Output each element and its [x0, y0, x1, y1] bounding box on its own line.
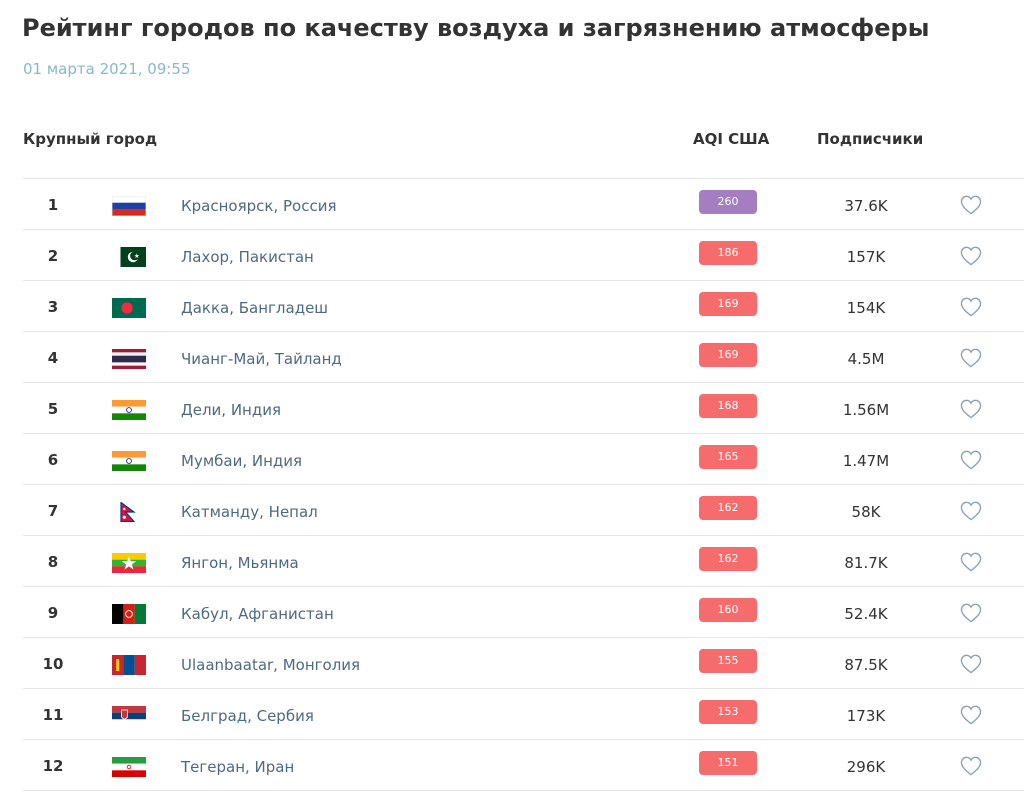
- page-date: 01 марта 2021, 09:55: [23, 60, 191, 78]
- heart-outline-icon[interactable]: [960, 348, 982, 368]
- subscriber-count: 154K: [846, 299, 886, 317]
- subscriber-count: 58K: [851, 503, 881, 521]
- subscriber-count: 1.56M: [842, 401, 890, 419]
- ranking-table: 1 Красноярск, Россия 260 37.6K 2 Лахор, …: [23, 178, 1024, 791]
- aqi-badge: 162: [699, 547, 757, 571]
- city-link[interactable]: Мумбаи, Индия: [181, 452, 303, 470]
- rank-number: 5: [47, 400, 59, 418]
- thailand-flag-icon: [112, 349, 146, 369]
- nepal-flag-icon: [112, 502, 146, 522]
- bangladesh-flag-icon: [112, 298, 146, 318]
- table-row: 12 Тегеран, Иран 151 296K: [23, 740, 1024, 791]
- city-link[interactable]: Чианг-Май, Тайланд: [181, 350, 342, 368]
- table-row: 3 Дакка, Бангладеш 169 154K: [23, 281, 1024, 332]
- table-row: 2 Лахор, Пакистан 186 157K: [23, 230, 1024, 281]
- table-row: 4 Чианг-Май, Тайланд 169 4.5M: [23, 332, 1024, 383]
- heart-outline-icon[interactable]: [960, 450, 982, 470]
- aqi-badge: 165: [699, 445, 757, 469]
- rank-number: 1: [47, 196, 59, 214]
- city-link[interactable]: Белград, Сербия: [181, 707, 314, 725]
- heart-outline-icon[interactable]: [960, 654, 982, 674]
- rank-number: 12: [42, 757, 64, 775]
- city-link[interactable]: Янгон, Мьянма: [181, 554, 299, 572]
- aqi-badge: 153: [699, 700, 757, 724]
- subscriber-count: 37.6K: [844, 197, 888, 215]
- column-header-subscribers: Подписчики: [817, 130, 924, 148]
- table-row: 9 Кабул, Афганистан 160 52.4K: [23, 587, 1024, 638]
- mongolia-flag-icon: [112, 655, 146, 675]
- aqi-badge: 151: [699, 751, 757, 775]
- afghanistan-flag-icon: [112, 604, 146, 624]
- rank-number: 4: [47, 349, 59, 367]
- subscriber-count: 87.5K: [844, 656, 888, 674]
- rank-number: 11: [42, 706, 64, 724]
- table-row: 1 Красноярск, Россия 260 37.6K: [23, 179, 1024, 230]
- rank-number: 6: [47, 451, 59, 469]
- subscriber-count: 52.4K: [844, 605, 888, 623]
- heart-outline-icon[interactable]: [960, 501, 982, 521]
- aqi-badge: 169: [699, 343, 757, 367]
- city-link[interactable]: Дели, Индия: [181, 401, 281, 419]
- aqi-badge: 168: [699, 394, 757, 418]
- city-link[interactable]: Кабул, Афганистан: [181, 605, 334, 623]
- aqi-badge: 162: [699, 496, 757, 520]
- table-row: 7 Катманду, Непал 162 58K: [23, 485, 1024, 536]
- heart-outline-icon[interactable]: [960, 603, 982, 623]
- aqi-badge: 155: [699, 649, 757, 673]
- page-title: Рейтинг городов по качеству воздуха и за…: [22, 14, 930, 42]
- city-link[interactable]: Ulaanbaatar, Монголия: [181, 656, 361, 674]
- city-link[interactable]: Дакка, Бангладеш: [181, 299, 329, 317]
- rank-number: 9: [47, 604, 59, 622]
- rank-number: 10: [42, 655, 64, 673]
- table-row: 11 Белград, Сербия 153 173K: [23, 689, 1024, 740]
- heart-outline-icon[interactable]: [960, 297, 982, 317]
- aqi-badge: 160: [699, 598, 757, 622]
- table-row: 5 Дели, Индия 168 1.56M: [23, 383, 1024, 434]
- table-row: 8 Янгон, Мьянма 162 81.7K: [23, 536, 1024, 587]
- city-link[interactable]: Катманду, Непал: [181, 503, 318, 521]
- column-header-city: Крупный город: [23, 130, 158, 148]
- serbia-flag-icon: [112, 706, 146, 726]
- rank-number: 8: [47, 553, 59, 571]
- india-flag-icon: [112, 400, 146, 420]
- aqi-badge: 169: [699, 292, 757, 316]
- table-row: 10 Ulaanbaatar, Монголия 155 87.5K: [23, 638, 1024, 689]
- heart-outline-icon[interactable]: [960, 756, 982, 776]
- india-flag-icon: [112, 451, 146, 471]
- iran-flag-icon: [112, 757, 146, 777]
- heart-outline-icon[interactable]: [960, 246, 982, 266]
- subscriber-count: 4.5M: [847, 350, 885, 368]
- heart-outline-icon[interactable]: [960, 399, 982, 419]
- subscriber-count: 1.47M: [842, 452, 890, 470]
- subscriber-count: 157K: [846, 248, 886, 266]
- rank-number: 2: [47, 247, 59, 265]
- heart-outline-icon[interactable]: [960, 552, 982, 572]
- russia-flag-icon: [112, 196, 146, 216]
- city-link[interactable]: Красноярск, Россия: [181, 197, 337, 215]
- pakistan-flag-icon: [112, 247, 146, 267]
- subscriber-count: 81.7K: [844, 554, 888, 572]
- column-header-aqi: AQI США: [693, 130, 770, 148]
- table-row: 6 Мумбаи, Индия 165 1.47M: [23, 434, 1024, 485]
- aqi-badge: 186: [699, 241, 757, 265]
- myanmar-flag-icon: [112, 553, 146, 573]
- subscriber-count: 173K: [846, 707, 886, 725]
- heart-outline-icon[interactable]: [960, 195, 982, 215]
- subscriber-count: 296K: [846, 758, 886, 776]
- city-link[interactable]: Тегеран, Иран: [181, 758, 295, 776]
- aqi-badge: 260: [699, 190, 757, 214]
- rank-number: 7: [47, 502, 59, 520]
- heart-outline-icon[interactable]: [960, 705, 982, 725]
- rank-number: 3: [47, 298, 59, 316]
- city-link[interactable]: Лахор, Пакистан: [181, 248, 314, 266]
